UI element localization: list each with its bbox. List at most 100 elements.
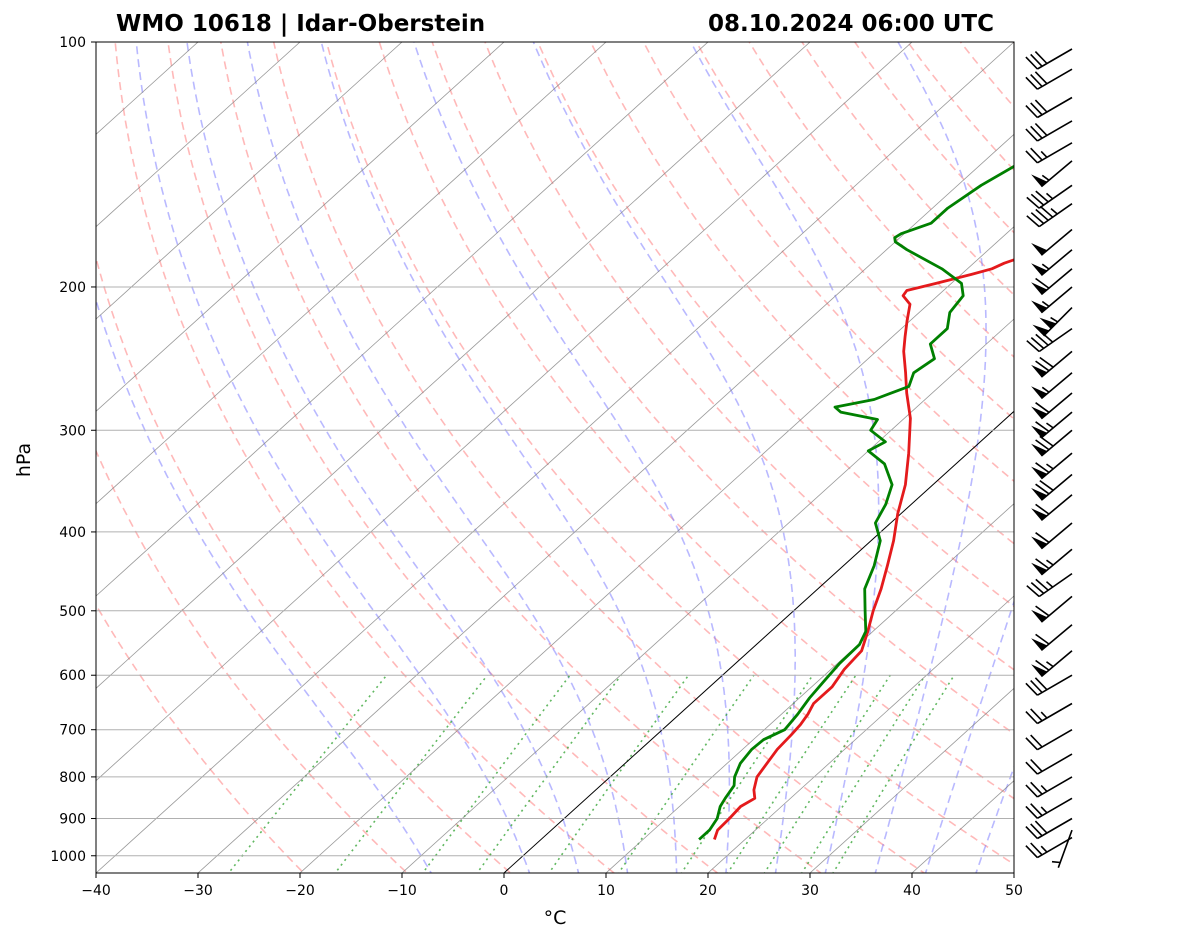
wind-barb — [1031, 392, 1073, 420]
wind-barb-feather — [1030, 147, 1043, 161]
wind-barb-feather — [1026, 196, 1040, 209]
chart-title-right: 08.10.2024 06:00 UTC — [708, 11, 994, 37]
wind-barbs — [1025, 48, 1073, 868]
wind-barb-feather — [1025, 150, 1038, 164]
wind-barb-feather — [1035, 208, 1049, 221]
wind-barb — [1051, 829, 1073, 868]
wind-barb — [1031, 160, 1073, 188]
wind-barb-pennant — [1039, 317, 1057, 329]
y-tick-label: 800 — [59, 770, 86, 786]
wind-barb-staff — [1036, 674, 1073, 696]
wind-barb-staff — [1057, 829, 1073, 868]
chart-title-left: WMO 10618 | Idar-Oberstein — [116, 11, 485, 37]
wind-barb-feather — [1025, 826, 1038, 840]
x-axis-label: °C — [544, 907, 567, 929]
wind-barb-feather — [1035, 402, 1050, 413]
wind-barb-feather — [1026, 340, 1040, 353]
wind-barb-pennant — [1031, 638, 1048, 651]
wind-barb-feather — [1045, 192, 1054, 200]
wind-barb-pennant — [1031, 364, 1048, 378]
wind-barb-feather — [1046, 463, 1054, 470]
wind-barb-staff — [1036, 702, 1073, 725]
wind-barb-feather — [1030, 125, 1043, 139]
wind-barb-feather — [1035, 659, 1050, 671]
x-tick-label: −40 — [81, 883, 111, 899]
wind-barb-feather — [1030, 336, 1045, 350]
wind-barb — [1031, 350, 1073, 378]
wind-barb — [1026, 327, 1073, 353]
isotherm-line — [809, 687, 1014, 873]
wind-barb-feather — [1030, 193, 1045, 206]
temperature-profile-line — [713, 258, 1014, 840]
wind-barb — [1031, 624, 1073, 652]
wind-barb-pennant — [1031, 443, 1048, 456]
wind-barb-feather — [1034, 122, 1048, 136]
x-tick-label: 30 — [801, 883, 819, 899]
wind-barb-feather — [1039, 479, 1054, 491]
wind-barb-staff — [1036, 753, 1073, 775]
wind-barb-feather — [1035, 333, 1049, 346]
wind-barb-pennant — [1031, 536, 1048, 549]
wind-barb-feather — [1030, 842, 1043, 856]
wind-barb — [1026, 203, 1073, 228]
wind-barb-feather — [1041, 300, 1050, 307]
y-tick-label: 500 — [59, 604, 86, 620]
wind-barb-feather — [1034, 99, 1048, 113]
isotherm-line — [96, 42, 505, 412]
isotherm-line — [96, 42, 913, 782]
wind-barb — [1025, 674, 1073, 696]
wind-barb-feather — [1035, 503, 1050, 515]
y-axis-ticks: 100 200 300 400 500 600 700 800 900 1000 — [50, 35, 96, 865]
wind-barb — [1025, 48, 1073, 70]
wind-barb-feather — [1034, 71, 1048, 85]
wind-barb-feather — [1040, 784, 1048, 792]
wind-barb-feather — [1030, 734, 1043, 748]
wind-barb-feather — [1030, 680, 1043, 694]
wind-barb — [1031, 286, 1073, 314]
wind-barb-feather — [1035, 190, 1049, 203]
moist-adiabat-line — [135, 42, 531, 873]
wind-barb-pennant — [1031, 386, 1048, 399]
x-tick-label: 20 — [699, 883, 717, 899]
wind-barb-feather — [1035, 360, 1050, 372]
dry-adiabat-line — [325, 42, 1014, 866]
pressure-gridlines — [96, 42, 1014, 857]
moist-adiabat-line — [186, 42, 580, 873]
wind-barb — [1031, 411, 1073, 439]
isotherm-line — [96, 42, 1014, 873]
wind-barb-pennant — [1031, 263, 1048, 276]
wind-barb-staff — [1036, 68, 1073, 90]
x-tick-label: 10 — [597, 883, 615, 899]
wind-barb-staff — [1036, 776, 1073, 798]
wind-barb — [1031, 268, 1073, 296]
mixing-ratio-line — [548, 674, 690, 873]
wind-barb-feather — [1046, 661, 1054, 668]
moist-adiabat-line — [413, 42, 731, 873]
wind-barb-pennant — [1031, 466, 1048, 479]
x-tick-label: −20 — [285, 883, 315, 899]
wind-barb-feather — [1039, 356, 1054, 368]
wind-barb-feather — [1025, 845, 1038, 859]
wind-barb-staff — [1036, 836, 1073, 859]
wind-barb-pennant — [1031, 300, 1048, 313]
wind-barb — [1031, 650, 1073, 678]
wind-barb — [1025, 96, 1073, 119]
mixing-ratio-line — [617, 674, 755, 873]
wind-barb — [1025, 68, 1073, 90]
wind-barb-feather — [1034, 677, 1048, 691]
wind-barb-feather — [1034, 820, 1048, 834]
wind-barb-feather — [1035, 633, 1050, 645]
wind-barb-feather — [1030, 74, 1043, 88]
isotherm-line — [96, 42, 811, 689]
wind-barb — [1031, 473, 1073, 501]
y-tick-label: 1000 — [50, 849, 86, 865]
wind-barb-feather — [1041, 174, 1050, 181]
y-tick-label: 300 — [59, 423, 86, 439]
wind-barb-feather — [1035, 578, 1049, 591]
moist-adiabat-line — [246, 42, 629, 873]
wind-barb-pennant — [1031, 174, 1048, 187]
wind-barb-pennant — [1031, 562, 1048, 575]
profile-series — [698, 164, 1014, 841]
